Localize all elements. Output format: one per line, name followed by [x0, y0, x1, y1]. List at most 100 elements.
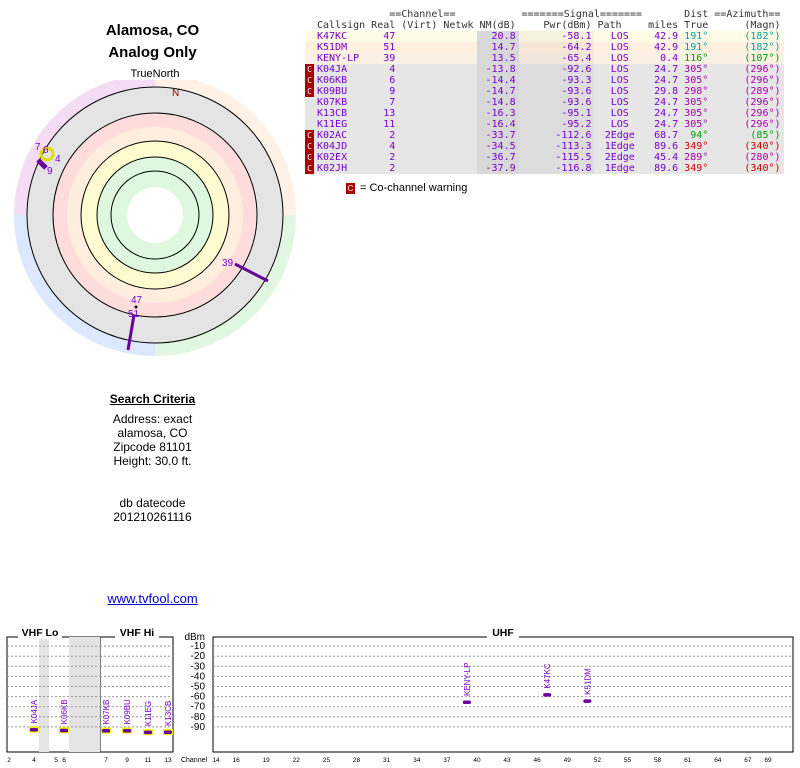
cell-real: 2	[389, 130, 396, 141]
station-row[interactable]: C K02AC 2 -33.7 -112.6 2Edge 68.7 94° (85°)	[305, 130, 784, 141]
x-tick-label: 37	[443, 757, 451, 764]
cochannel-cell: C	[305, 152, 314, 163]
ring-center	[127, 187, 183, 243]
cell-pwr: -58.1	[518, 31, 595, 42]
station-row[interactable]: K11EG 11 -16.4 -95.2 LOS 24.7 305° (296°)	[305, 119, 784, 130]
cell-netwk	[440, 53, 476, 64]
polar-label: 4	[55, 154, 61, 165]
cell-callsign: K02JH	[317, 163, 348, 174]
cell-nm: -14.8	[476, 97, 519, 108]
station-table: ==Channel== =======Signal======= Dist ==…	[305, 9, 784, 174]
station-label: KENY-LP	[463, 663, 472, 697]
cell-miles: 45.4	[654, 152, 679, 163]
y-tick-label: -40	[191, 671, 206, 682]
x-tick-label: 5	[54, 757, 58, 764]
cell-nm: -16.3	[476, 108, 519, 119]
cell-magn: (340°)	[744, 163, 781, 174]
cell-pwr: -115.5	[518, 152, 595, 163]
cell-real: 39	[383, 53, 396, 64]
cell-nm: -14.7	[476, 86, 519, 97]
cell-callsign: K06KB	[317, 75, 348, 86]
signal-marker-nw	[39, 146, 55, 162]
y-tick-label: -70	[191, 702, 206, 713]
cell-true: 305°	[684, 108, 709, 119]
cell-nm: -16.4	[476, 119, 519, 130]
cell-real: 4	[389, 141, 396, 152]
cell-miles: 24.7	[654, 97, 679, 108]
y-unit-label: dBm	[184, 632, 205, 643]
cell-nm: -14.4	[476, 75, 519, 86]
cell-callsign: K07KB	[317, 97, 348, 108]
cell-true: 191°	[684, 31, 709, 42]
cell-miles: 24.7	[654, 75, 679, 86]
cell-true: 305°	[684, 75, 709, 86]
cell-true: 305°	[684, 97, 709, 108]
station-marker	[543, 693, 552, 697]
station-marker	[144, 730, 152, 735]
station-label: K47KC	[543, 663, 552, 689]
cell-virt	[398, 86, 440, 97]
cell-pwr: -95.1	[518, 108, 595, 119]
x-tick-label: 4	[32, 757, 36, 764]
cell-path: LOS	[610, 97, 629, 108]
station-row[interactable]: K07KB 7 -14.8 -93.6 LOS 24.7 305° (296°)	[305, 97, 784, 108]
station-row[interactable]: K47KC 47 20.8 -58.1 LOS 42.9 191° (182°)	[305, 31, 784, 42]
x-tick-label: 34	[413, 757, 421, 764]
cell-path: LOS	[610, 108, 629, 119]
cell-nm: -13.8	[476, 64, 519, 75]
cell-real: 47	[383, 31, 396, 42]
signal-bar-39	[234, 262, 269, 283]
cochannel-cell: C	[305, 163, 314, 174]
cell-virt	[398, 42, 440, 53]
station-row[interactable]: C K02EX 2 -36.7 -115.5 2Edge 45.4 289° (280°)	[305, 152, 784, 163]
cell-path: 1Edge	[604, 141, 635, 152]
cochannel-cell	[305, 42, 314, 53]
north-marker: N	[172, 88, 179, 99]
station-row[interactable]: K13CB 13 -16.3 -95.1 LOS 24.7 305° (296°)	[305, 108, 784, 119]
cell-callsign: K09BU	[317, 86, 348, 97]
cell-callsign: K02EX	[317, 152, 348, 163]
station-row[interactable]: C K04JA 4 -13.8 -92.6 LOS 24.7 305° (296°)	[305, 64, 784, 75]
group-header-dist: Dist	[684, 9, 709, 20]
cell-true: 94°	[690, 130, 709, 141]
station-label: K06KB	[60, 699, 69, 724]
station-row[interactable]: C K02JH 2 -37.9 -116.8 1Edge 89.6 349° (340°)	[305, 163, 784, 174]
x-tick-label: 11	[145, 757, 152, 764]
station-row[interactable]: K51DM 51 14.7 -64.2 LOS 42.9 191° (182°)	[305, 42, 784, 53]
station-row[interactable]: C K09BU 9 -14.7 -93.6 LOS 29.8 298° (289°)	[305, 86, 784, 97]
column-header: Real	[371, 20, 396, 31]
cell-real: 4	[389, 64, 396, 75]
cell-miles: 24.7	[654, 108, 679, 119]
cell-netwk	[440, 163, 476, 174]
cell-true: 305°	[684, 64, 709, 75]
cell-virt	[398, 53, 440, 64]
cell-pwr: -113.3	[518, 141, 595, 152]
x-tick-label: 14	[212, 757, 220, 764]
cell-nm: -37.9	[476, 163, 519, 174]
station-marker	[102, 729, 110, 733]
cell-netwk	[440, 75, 476, 86]
cell-miles: 29.8	[654, 86, 679, 97]
cell-callsign: K47KC	[317, 31, 348, 42]
cell-miles: 42.9	[654, 31, 679, 42]
x-tick-label: 46	[534, 757, 542, 764]
station-marker	[462, 700, 471, 705]
station-row[interactable]: C K04JD 4 -34.5 -113.3 1Edge 89.6 349° (340°)	[305, 141, 784, 152]
column-header: Netwk	[443, 20, 474, 31]
cell-nm: 13.5	[476, 53, 519, 64]
polar-label: 39	[222, 258, 234, 269]
signal-bar-47-51	[126, 314, 136, 351]
y-tick-label: -80	[191, 712, 206, 723]
station-row[interactable]: KENY-LP 39 13.5 -65.4 LOS 0.4 116° (107°)	[305, 53, 784, 64]
cochannel-cell	[305, 108, 314, 119]
tvfool-link[interactable]: www.tvfool.com	[107, 591, 198, 606]
cell-virt	[398, 108, 440, 119]
column-header: Path	[597, 20, 622, 31]
true-north-label: TrueNorth	[130, 68, 180, 80]
y-tick-label: -10	[191, 641, 206, 652]
cell-real: 51	[383, 42, 396, 53]
cell-true: 298°	[684, 86, 709, 97]
station-row[interactable]: C K06KB 6 -14.4 -93.3 LOS 24.7 305° (296°)	[305, 75, 784, 86]
cell-virt	[398, 75, 440, 86]
cochannel-cell: C	[305, 75, 314, 86]
